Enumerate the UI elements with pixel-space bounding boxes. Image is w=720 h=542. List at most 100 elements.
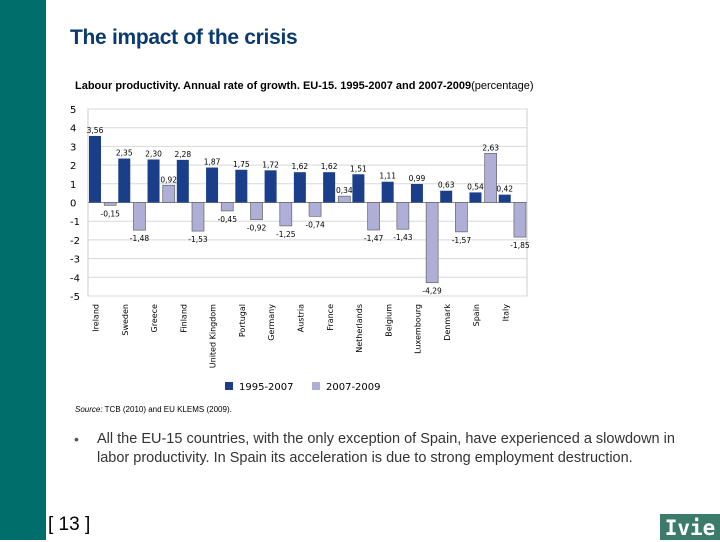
x-tick-label: Ireland	[92, 304, 101, 332]
data-label: -0,15	[100, 209, 120, 218]
x-tick-label: Sweden	[121, 304, 130, 336]
data-label: -1,43	[393, 233, 413, 242]
y-tick-label: 3	[70, 142, 76, 153]
bar-1995-2007	[352, 174, 365, 203]
x-tick-label: Belgium	[384, 304, 393, 337]
y-tick-label: -2	[70, 236, 80, 247]
data-label: -1,85	[510, 241, 530, 250]
data-label: 0,99	[409, 174, 426, 183]
bar-1995-2007	[293, 172, 306, 203]
bar-2007-2009	[191, 202, 205, 232]
bullet-text: All the EU-15 countries, with the only e…	[97, 431, 675, 466]
bar-2007-2009	[425, 202, 439, 284]
bar-1995-2007	[410, 183, 423, 203]
x-tick-label: Spain	[472, 304, 481, 326]
y-tick-label: -4	[70, 273, 80, 284]
data-label: -0,74	[305, 220, 325, 229]
ivie-logo: Ivie	[660, 514, 720, 540]
chart-title-main: Labour productivity. Annual rate of grow…	[75, 80, 472, 92]
data-label: 3,56	[87, 126, 104, 135]
bar-1995-2007	[323, 172, 336, 203]
data-label: 0,54	[467, 182, 484, 191]
y-tick-label: 1	[70, 180, 76, 191]
x-tick-label: Netherlands	[355, 304, 364, 353]
bar-2007-2009	[367, 202, 380, 231]
bar-2007-2009	[103, 202, 117, 206]
data-label: 1,62	[292, 162, 309, 171]
x-tick-label: France	[326, 304, 335, 331]
bar-1995-2007	[264, 170, 277, 203]
bar-2007-2009	[250, 202, 263, 221]
source-text: TCB (2010) and EU KLEMS (2009).	[102, 405, 232, 414]
data-label: -1,57	[452, 236, 472, 245]
legend-label: 2007-2009	[326, 382, 381, 393]
legend-label: 1995-2007	[239, 382, 294, 393]
page-number: [ 13 ]	[48, 514, 91, 535]
data-label: -1,48	[130, 234, 150, 243]
page-title: The impact of the crisis	[70, 26, 298, 49]
bar-1995-2007	[381, 181, 394, 203]
chart-title-suffix: (percentage)	[471, 80, 534, 92]
data-label: -1,25	[276, 230, 296, 239]
data-label: 1,87	[204, 158, 221, 167]
data-label: 1,51	[350, 164, 367, 173]
data-label: 2,63	[482, 143, 499, 152]
y-tick-label: 4	[70, 124, 76, 135]
bar-2007-2009	[308, 202, 322, 217]
x-tick-label: Greece	[150, 304, 159, 333]
data-label: 1,75	[233, 160, 250, 169]
bar-2007-2009	[484, 152, 498, 203]
data-label: 0,92	[160, 175, 177, 184]
bar-1995-2007	[235, 169, 248, 203]
legend-swatch	[225, 382, 233, 390]
data-label: 1,72	[262, 160, 279, 169]
bar-2007-2009	[337, 195, 351, 203]
x-tick-label: Finland	[179, 304, 188, 333]
bar-1995-2007	[89, 135, 101, 203]
data-label: 2,35	[116, 149, 133, 158]
data-label: 0,63	[438, 181, 455, 190]
bar-2007-2009	[396, 202, 410, 230]
bar-2007-2009	[455, 202, 468, 233]
chart-title: Labour productivity. Annual rate of grow…	[75, 80, 534, 92]
y-tick-label: 0	[70, 199, 76, 210]
bar-1995-2007	[118, 158, 131, 203]
data-label: -4,29	[422, 287, 442, 296]
data-label: 0,34	[336, 186, 353, 195]
y-tick-label: 2	[70, 161, 76, 172]
y-tick-label: 5	[70, 105, 76, 116]
data-label: -0,45	[218, 215, 238, 224]
bar-1995-2007	[176, 159, 189, 203]
y-tick-label: -5	[70, 292, 80, 303]
data-label: 1,62	[321, 162, 338, 171]
bar-1995-2007	[206, 167, 219, 203]
y-tick-label: -1	[70, 217, 80, 228]
bar-2007-2009	[513, 202, 527, 238]
bar-1995-2007	[440, 190, 453, 203]
data-label: 1,11	[379, 172, 396, 181]
data-label: -1,47	[364, 234, 384, 243]
source-note: Source: TCB (2010) and EU KLEMS (2009).	[75, 405, 232, 414]
x-tick-label: United Kingdom	[209, 304, 218, 368]
x-tick-label: Portugal	[238, 304, 247, 337]
data-label: 0,42	[496, 185, 513, 194]
bar-1995-2007	[469, 192, 482, 203]
bar-1995-2007	[498, 194, 511, 203]
legend-swatch	[312, 382, 320, 390]
bullet-icon: •	[74, 431, 79, 447]
y-tick-label: -3	[70, 255, 80, 266]
bar-2007-2009	[133, 202, 146, 231]
bar-1995-2007	[147, 159, 160, 203]
data-label: 2,28	[174, 150, 191, 159]
x-tick-label: Denmark	[443, 304, 452, 341]
x-tick-label: Luxembourg	[414, 304, 423, 354]
x-tick-label: Austria	[297, 304, 306, 332]
x-tick-label: Germany	[267, 304, 276, 341]
bar-2007-2009	[279, 202, 293, 227]
data-label: -0,92	[247, 224, 267, 233]
side-band	[0, 0, 46, 540]
data-label: -1,53	[188, 235, 208, 244]
bar-2007-2009	[220, 202, 234, 212]
source-label: Source:	[75, 405, 103, 414]
